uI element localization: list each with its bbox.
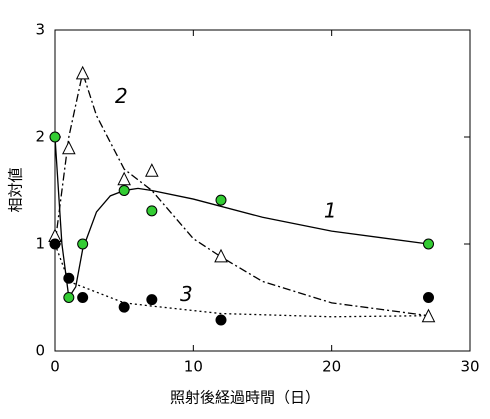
circle-marker — [77, 238, 89, 250]
circle-marker — [215, 194, 227, 206]
triangle-marker — [117, 171, 131, 186]
y-tick-label: 2 — [35, 128, 45, 146]
y-axis-label: 相対値 — [7, 167, 25, 212]
circle-marker — [118, 185, 130, 196]
triangle-marker — [62, 140, 76, 155]
circle-marker — [63, 272, 75, 284]
circle-marker — [118, 301, 130, 313]
fit-curve — [54, 136, 429, 300]
fit-curve — [54, 70, 429, 317]
x-tick-label: 30 — [460, 358, 479, 376]
circle-marker — [63, 292, 75, 303]
circle-marker — [146, 294, 158, 306]
y-tick-label: 0 — [35, 342, 45, 360]
circle-marker — [146, 205, 158, 217]
y-tick-label: 3 — [35, 21, 45, 39]
circle-marker — [423, 238, 434, 250]
curve-label: 1 — [324, 198, 337, 222]
triangle-marker — [145, 163, 159, 177]
triangle-marker — [421, 308, 436, 323]
circle-marker — [77, 292, 89, 303]
x-axis-label: 照射後経過時間（日） — [170, 389, 320, 407]
curve-label: 2 — [115, 84, 128, 108]
x-tick-label: 20 — [322, 358, 341, 376]
y-tick-label: 1 — [35, 235, 45, 253]
x-tick-label: 10 — [184, 358, 203, 376]
circle-marker — [49, 238, 61, 250]
plot-frame — [54, 29, 471, 352]
x-tick-label: 0 — [50, 358, 60, 376]
circle-marker — [423, 292, 434, 303]
triangle-marker — [214, 248, 228, 263]
triangle-marker — [75, 65, 90, 80]
circle-marker — [215, 314, 227, 326]
circle-marker — [49, 131, 61, 143]
curve-label: 3 — [180, 282, 193, 306]
fit-curve — [54, 243, 429, 318]
